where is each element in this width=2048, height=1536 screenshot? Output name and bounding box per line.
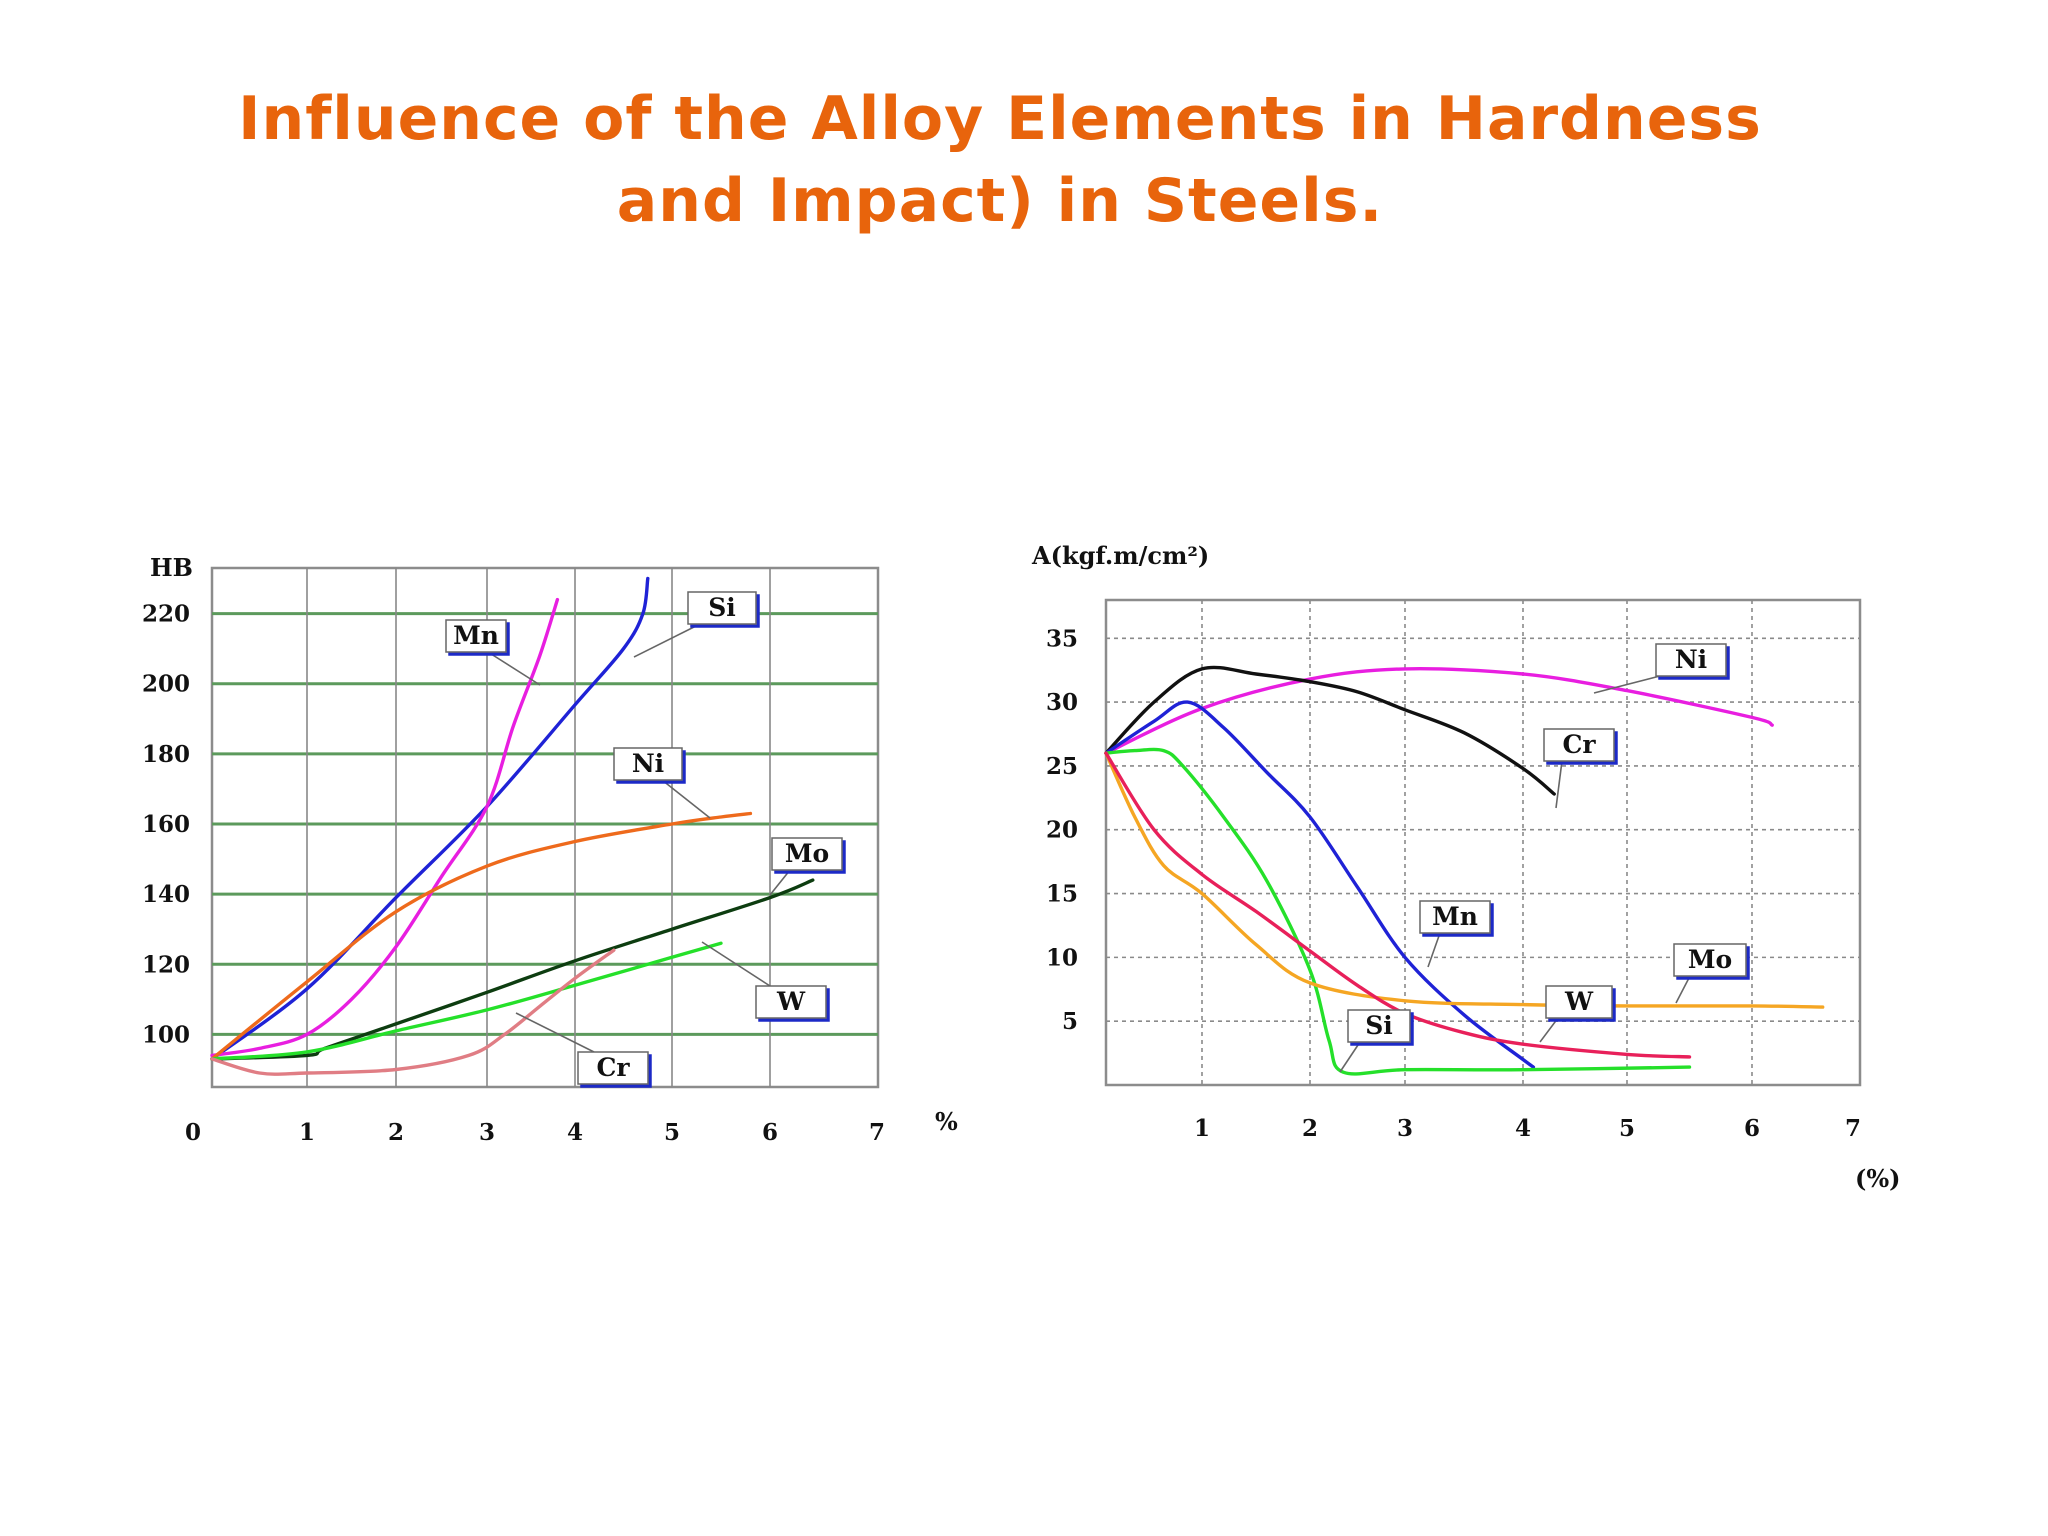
callout-leader-cr [1555,760,1563,809]
y-tick-label: 25 [1046,753,1078,780]
x-tick-label: 1 [299,1119,315,1146]
callout-box-w [755,985,827,1019]
x-tick-label: 3 [479,1119,495,1146]
callout-leader-w [701,941,771,987]
x-tick-label: 5 [1619,1115,1635,1142]
hardness-chart: 0 1 2 3 4 5 6 7 100 120 140 160 180 200 220 HB% Mn Si Ni Mo… [142,553,958,1146]
y-tick-label: 120 [142,951,190,978]
callout-label-si: Si [708,593,736,622]
x-tick-label: 3 [1397,1115,1413,1142]
series-line-ni [210,811,753,1061]
y-tick-label: 140 [142,881,190,908]
callout-label-mn: Mn [1432,902,1478,931]
series-line-ni [1104,667,1774,755]
callout-label-mo: Mo [785,839,829,868]
series-callouts: Mn Si Ni Mo W Cr [445,591,843,1085]
x-axis-label: % [935,1107,958,1136]
callout-box-si [687,591,757,625]
gridlines [1106,600,1860,1085]
callout-leader-mn [1427,932,1441,968]
y-tick-label: 200 [142,671,190,698]
y-axis-label: A(kgf.m/cm²) [1031,541,1209,570]
callout-label-w: W [776,987,806,1016]
x-tick-label: 7 [869,1119,885,1146]
callout-label-ni: Ni [632,749,664,778]
impact-chart: 1 2 3 4 5 6 7 5 10 15 20 25 30 35 A(kgf.m/cm²) (%) Ni Cr M… [1031,541,1901,1193]
callout-leader-cr [515,1012,595,1053]
callout-label-si: Si [1365,1011,1393,1040]
callout-leader-mn [487,651,541,686]
y-tick-label: 10 [1046,944,1078,971]
callout-label-ni: Ni [1675,645,1707,674]
x-tick-label: 2 [1302,1115,1318,1142]
callout-label-cr: Cr [596,1053,630,1082]
y-tick-label: 160 [142,811,190,838]
x-axis-label: (%) [1855,1164,1901,1193]
callout-leader-ni [1593,675,1661,694]
callout-leader-w [1539,1017,1559,1043]
series-line-cr [1104,665,1556,796]
series-line-mo [1104,751,1825,1009]
series-lines [210,576,815,1076]
x-tick-label: 5 [664,1119,680,1146]
callout-box-ni [613,747,683,781]
plot-area [1104,598,1862,1087]
series-line-cr [210,948,616,1076]
series-line-mn [1104,700,1536,1069]
y-axis-label: HB [150,553,193,582]
callout-label-mn: Mn [453,621,499,650]
x-tick-label: 1 [1194,1115,1210,1142]
x-tick-label: 6 [1744,1115,1760,1142]
series-line-w [210,941,723,1061]
x-tick-label: 4 [1515,1115,1531,1142]
y-tick-label: 30 [1046,689,1078,716]
slide-title-line-1: Influence of the Alloy Elements in Hardn… [238,84,1762,154]
callout-leader-si [1339,1041,1361,1073]
x-tick-label: 2 [388,1119,404,1146]
callout-label-mo: Mo [1688,945,1732,974]
series-line-si [210,576,650,1061]
callout-box-mo [771,837,843,871]
slide-title-line-2: and Impact) in Steels. [616,166,1384,236]
series-line-mo [210,878,815,1061]
y-tick-label: 15 [1046,881,1078,908]
callout-leader-ni [661,779,711,819]
y-tick-label: 5 [1062,1008,1078,1035]
gridlines [212,568,878,1087]
y-tick-label: 180 [142,741,190,768]
callout-leader-mo [1675,975,1691,1004]
callout-box-mo [1673,943,1747,977]
series-line-si [1104,747,1692,1076]
callout-leader-si [633,623,701,658]
y-tick-label: 220 [142,601,190,628]
y-tick-label: 35 [1046,625,1078,652]
callout-box-mn [445,619,507,653]
y-tick-label: 20 [1046,817,1078,844]
callout-box-ni [1655,643,1727,677]
callout-label-w: W [1564,987,1594,1016]
series-line-mn [210,597,560,1058]
callout-box-cr [1543,728,1615,762]
callout-box-mn [1419,900,1491,934]
callout-box-w [1545,985,1613,1019]
callout-box-si [1347,1009,1411,1043]
series-line-w [1104,751,1692,1059]
callout-box-cr [577,1051,649,1085]
x-tick-label: 6 [762,1119,778,1146]
series-lines [1104,665,1825,1076]
y-tick-label: 100 [142,1021,190,1048]
x-tick-label: 0 [185,1119,201,1146]
slide-title: Influence of the Alloy Elements in Hardn… [0,78,2000,242]
x-tick-label: 4 [567,1119,583,1146]
series-callouts: Ni Cr Mn Mo W Si [1339,643,1747,1073]
callout-label-cr: Cr [1562,730,1596,759]
callout-leader-mo [769,869,791,896]
x-tick-label: 7 [1845,1115,1861,1142]
